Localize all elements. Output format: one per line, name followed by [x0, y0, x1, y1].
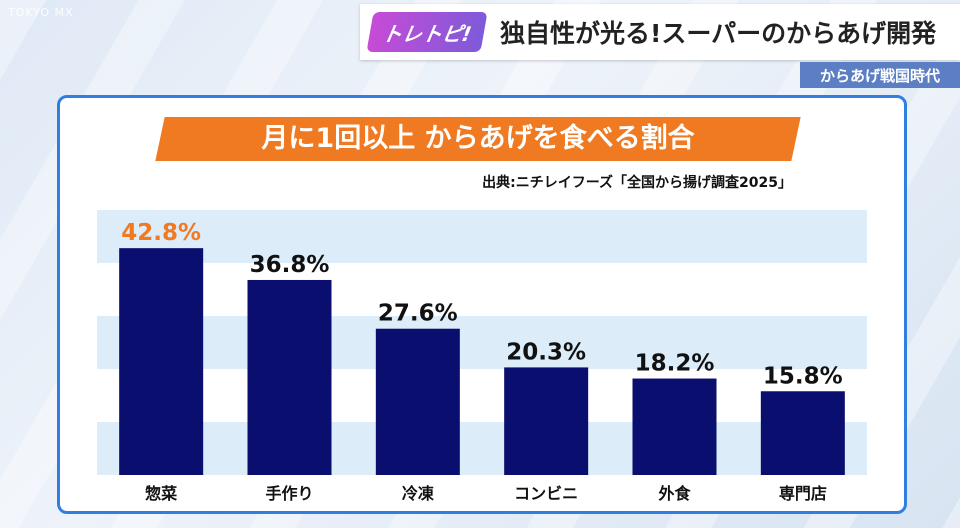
bar-1 — [119, 248, 204, 475]
bar-4 — [504, 367, 589, 475]
value-label-3: 27.6% — [378, 301, 458, 327]
category-label-1: 惣菜 — [145, 484, 177, 503]
category-label-4: コンビニ — [514, 484, 578, 503]
value-label-5: 18.2% — [635, 351, 715, 377]
value-label-4: 20.3% — [506, 339, 586, 365]
bar-3 — [375, 328, 460, 475]
chart-panel: 月に1回以上 からあげを食べる割合 出典:ニチレイフーズ「全国から揚げ調査202… — [57, 95, 907, 514]
grid-band — [97, 316, 867, 369]
bar-5 — [632, 378, 717, 475]
grid-band — [97, 422, 867, 475]
bar-chart: 42.8% 惣菜 36.8% 手作り 27.6% 冷凍 20.3% コンビニ 18.2% 外食 15… — [97, 210, 867, 503]
value-label-6: 15.8% — [763, 363, 843, 389]
bar-2 — [247, 279, 332, 475]
category-label-6: 専門店 — [779, 484, 827, 503]
chart-source: 出典:ニチレイフーズ「全国から揚げ調査2025」 — [482, 175, 792, 191]
bar-6 — [760, 391, 845, 475]
category-label-3: 冷凍 — [402, 484, 434, 503]
title-bar: トレトピ! 独自性が光る!スーパーのからあげ開発 — [360, 4, 960, 60]
category-label-2: 手作り — [265, 484, 313, 503]
grid-band — [97, 210, 867, 263]
value-label-1: 42.8% — [121, 220, 201, 246]
value-label-2: 36.8% — [250, 252, 330, 278]
channel-watermark: TOKYO MX — [8, 6, 74, 19]
headline: 独自性が光る!スーパーのからあげ開発 — [500, 19, 937, 48]
category-label-5: 外食 — [657, 484, 691, 503]
program-logo: トレトピ! — [366, 12, 488, 52]
subtitle-badge: からあげ戦国時代 — [800, 62, 960, 88]
